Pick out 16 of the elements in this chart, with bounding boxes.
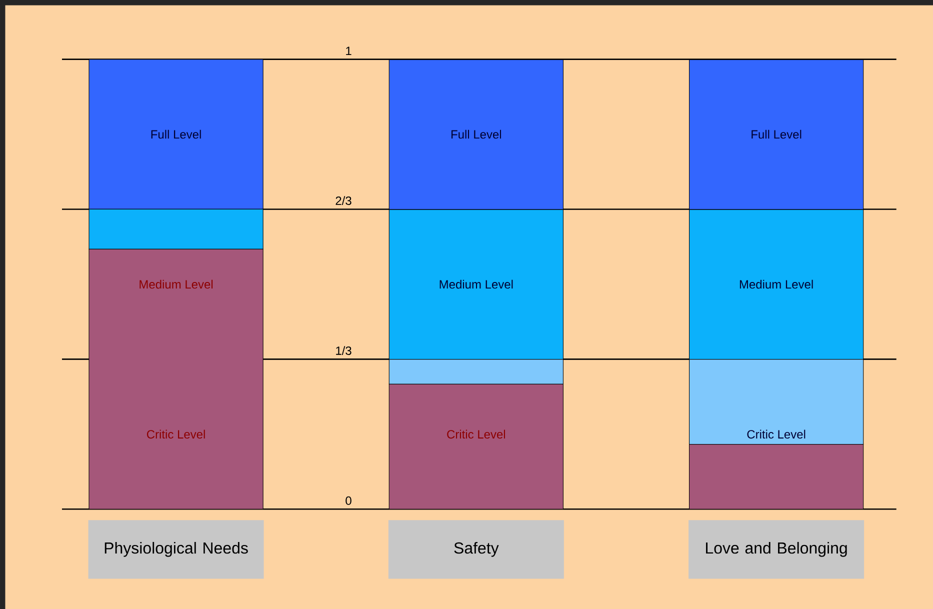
y-tick-label: 0: [346, 496, 352, 505]
y-tick-label: 1: [346, 46, 352, 55]
annotation: Critic Level: [146, 430, 205, 439]
annotation: Critic Level: [447, 430, 506, 439]
annotation: Full Level: [151, 130, 201, 139]
annotation: Medium Level: [440, 280, 513, 289]
annotation: Full Level: [451, 130, 502, 139]
annotation: Medium Level: [740, 280, 813, 289]
x-tick-label: Safety: [454, 542, 499, 557]
y-tick-label: 2/3: [336, 196, 352, 205]
annotation: Medium Level: [140, 280, 213, 289]
x-tick-label: Love and Belonging: [706, 542, 847, 557]
y-tick-label: 1/3: [336, 346, 352, 355]
annotation: Full Level: [752, 130, 802, 139]
annotation: Critic Level: [747, 430, 806, 439]
x-tick-label: Physiological Needs: [104, 542, 248, 557]
